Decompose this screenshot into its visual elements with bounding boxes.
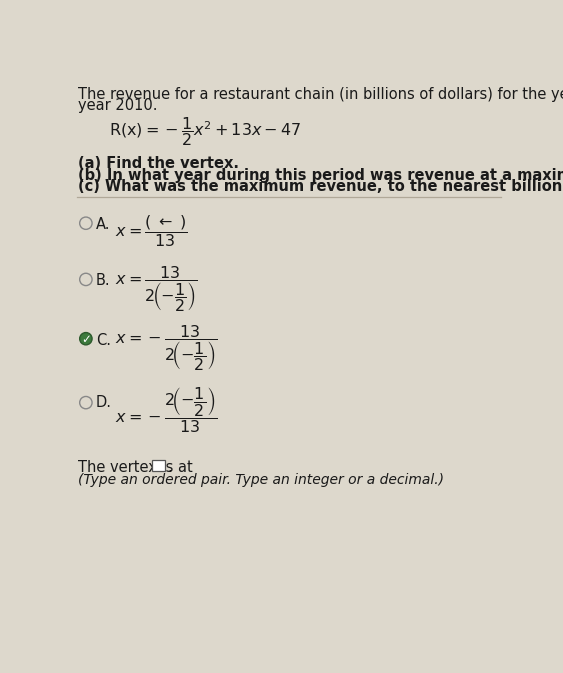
Text: (c) What was the maximum revenue, to the nearest billion dollars?: (c) What was the maximum revenue, to the… xyxy=(78,179,563,194)
Text: (Type an ordered pair. Type an integer or a decimal.): (Type an ordered pair. Type an integer o… xyxy=(78,472,444,487)
Circle shape xyxy=(80,332,92,345)
Text: The revenue for a restaurant chain (in billions of dollars) for the years 201: The revenue for a restaurant chain (in b… xyxy=(78,87,563,102)
Text: $\mathrm{R(x)} = -\dfrac{1}{2}x^2 + 13x - 47$: $\mathrm{R(x)} = -\dfrac{1}{2}x^2 + 13x … xyxy=(109,114,301,147)
FancyBboxPatch shape xyxy=(152,460,166,471)
Text: D.: D. xyxy=(96,395,112,410)
Text: B.: B. xyxy=(96,273,110,288)
Text: (a) Find the vertex.: (a) Find the vertex. xyxy=(78,156,239,171)
Text: year 2010.: year 2010. xyxy=(78,98,158,114)
Text: $x = -\dfrac{13}{2\!\left(-\dfrac{1}{2}\right)}$: $x = -\dfrac{13}{2\!\left(-\dfrac{1}{2}\… xyxy=(115,323,217,374)
Text: $x = -\dfrac{2\!\left(-\dfrac{1}{2}\right)}{13}$: $x = -\dfrac{2\!\left(-\dfrac{1}{2}\righ… xyxy=(115,385,217,435)
Text: A.: A. xyxy=(96,217,110,232)
Text: ✓: ✓ xyxy=(81,332,91,346)
Text: C.: C. xyxy=(96,332,111,347)
Text: $x = \dfrac{(\;\leftarrow\;)}{13}$: $x = \dfrac{(\;\leftarrow\;)}{13}$ xyxy=(115,213,187,249)
Text: $x = \dfrac{13}{2\!\left(-\dfrac{1}{2}\right)}$: $x = \dfrac{13}{2\!\left(-\dfrac{1}{2}\r… xyxy=(115,264,198,314)
Text: The vertex is at: The vertex is at xyxy=(78,460,193,474)
Text: .: . xyxy=(167,460,172,474)
Text: (b) In what year during this period was revenue at a maximum?: (b) In what year during this period was … xyxy=(78,168,563,183)
